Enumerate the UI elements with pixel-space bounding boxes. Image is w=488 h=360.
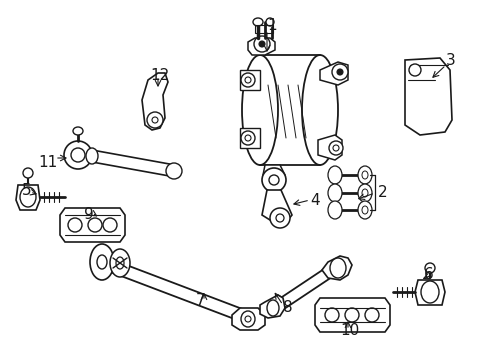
Text: 5: 5 — [22, 183, 32, 198]
Ellipse shape — [20, 187, 36, 207]
Ellipse shape — [259, 41, 264, 47]
Polygon shape — [260, 295, 285, 318]
Ellipse shape — [269, 208, 289, 228]
Ellipse shape — [420, 281, 438, 303]
Text: 12: 12 — [150, 68, 169, 83]
Ellipse shape — [357, 201, 371, 219]
Ellipse shape — [345, 308, 358, 322]
Polygon shape — [262, 190, 291, 220]
Ellipse shape — [327, 166, 341, 184]
Ellipse shape — [253, 36, 269, 52]
Ellipse shape — [302, 55, 337, 165]
Text: 11: 11 — [38, 155, 57, 170]
Ellipse shape — [64, 141, 92, 169]
Ellipse shape — [336, 69, 342, 75]
Polygon shape — [414, 280, 444, 305]
Text: 9: 9 — [84, 207, 94, 222]
Ellipse shape — [262, 168, 285, 192]
Ellipse shape — [266, 300, 279, 316]
Ellipse shape — [71, 148, 85, 162]
Text: 10: 10 — [339, 323, 359, 338]
Polygon shape — [321, 256, 351, 280]
Polygon shape — [247, 38, 274, 55]
Ellipse shape — [327, 184, 341, 202]
Polygon shape — [404, 58, 451, 135]
Ellipse shape — [424, 263, 434, 273]
Polygon shape — [231, 308, 264, 330]
Ellipse shape — [364, 308, 378, 322]
Ellipse shape — [86, 148, 98, 164]
Polygon shape — [16, 185, 40, 210]
Ellipse shape — [165, 163, 182, 179]
Bar — [254, 25, 272, 33]
Ellipse shape — [73, 127, 83, 135]
Ellipse shape — [147, 112, 163, 128]
Polygon shape — [142, 73, 168, 130]
Ellipse shape — [357, 166, 371, 184]
Polygon shape — [314, 298, 389, 332]
Ellipse shape — [252, 18, 263, 26]
Ellipse shape — [357, 184, 371, 202]
Ellipse shape — [329, 258, 346, 278]
Text: 6: 6 — [423, 267, 433, 282]
Ellipse shape — [68, 218, 82, 232]
Text: 1: 1 — [266, 18, 276, 33]
Ellipse shape — [325, 308, 338, 322]
Ellipse shape — [23, 168, 33, 178]
Ellipse shape — [265, 18, 273, 26]
Ellipse shape — [265, 170, 282, 186]
Ellipse shape — [241, 311, 254, 327]
Ellipse shape — [90, 244, 114, 280]
Ellipse shape — [241, 73, 254, 87]
Polygon shape — [317, 135, 341, 160]
Text: 7: 7 — [196, 293, 205, 308]
Text: 4: 4 — [309, 193, 319, 208]
Ellipse shape — [242, 55, 278, 165]
Ellipse shape — [88, 218, 102, 232]
Polygon shape — [319, 62, 347, 85]
Polygon shape — [263, 165, 285, 185]
Ellipse shape — [241, 131, 254, 145]
Polygon shape — [240, 128, 260, 148]
Text: 3: 3 — [445, 53, 455, 68]
Ellipse shape — [268, 175, 279, 185]
Ellipse shape — [327, 201, 341, 219]
Ellipse shape — [110, 249, 130, 277]
Polygon shape — [60, 208, 125, 242]
Polygon shape — [240, 70, 260, 90]
Ellipse shape — [328, 141, 342, 155]
Text: 2: 2 — [377, 185, 387, 200]
Text: 8: 8 — [283, 300, 292, 315]
Ellipse shape — [408, 64, 420, 76]
Ellipse shape — [331, 64, 347, 80]
Ellipse shape — [103, 218, 117, 232]
